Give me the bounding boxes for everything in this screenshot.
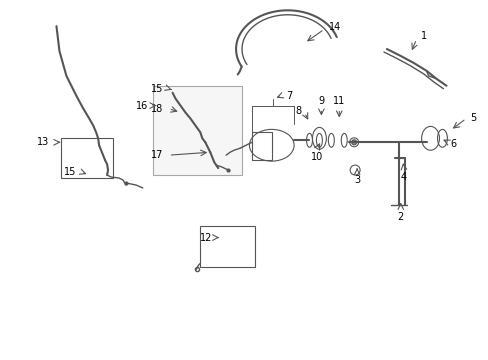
Text: 1: 1: [420, 31, 426, 41]
Text: 10: 10: [311, 152, 323, 162]
Text: 17: 17: [151, 150, 163, 160]
Text: 14: 14: [328, 22, 341, 32]
Circle shape: [351, 140, 356, 145]
Text: 5: 5: [469, 113, 475, 123]
Bar: [61, 138, 113, 178]
Text: 16: 16: [135, 100, 147, 111]
Text: 18: 18: [151, 104, 163, 113]
Bar: [200, 226, 254, 267]
Text: 2: 2: [397, 212, 403, 222]
Bar: [251, 132, 271, 160]
Text: 4: 4: [400, 172, 406, 182]
Text: 15: 15: [151, 84, 163, 94]
Text: 3: 3: [353, 175, 360, 185]
Text: 8: 8: [295, 105, 301, 116]
Text: 11: 11: [332, 95, 345, 105]
Text: 12: 12: [200, 233, 212, 243]
Text: 6: 6: [449, 139, 456, 149]
Text: 9: 9: [318, 95, 324, 105]
Text: 7: 7: [286, 91, 292, 101]
Text: 15: 15: [64, 167, 76, 177]
Text: 13: 13: [37, 137, 49, 147]
Bar: [152, 86, 242, 175]
